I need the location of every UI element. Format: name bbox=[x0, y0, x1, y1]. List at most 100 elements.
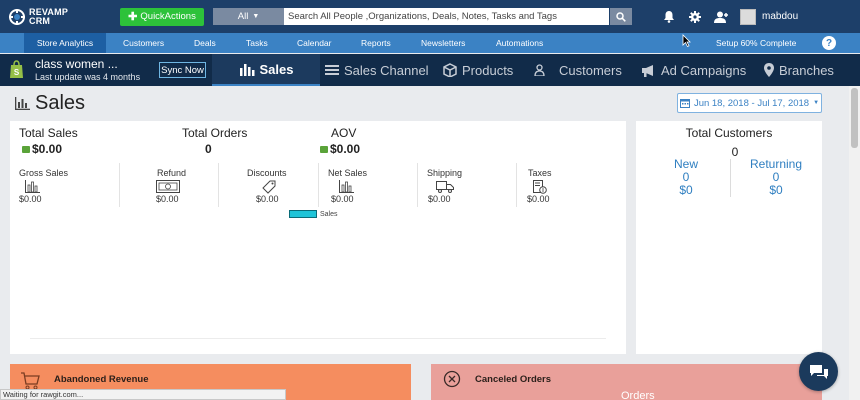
date-range-picker[interactable]: Jun 18, 2018 - Jul 17, 2018 ▼ bbox=[677, 93, 822, 113]
money-bill-icon bbox=[156, 180, 256, 194]
aov-label: AOV bbox=[331, 126, 357, 140]
returning-customers-label: Returning bbox=[749, 157, 803, 171]
truck-icon bbox=[427, 180, 527, 194]
search-input[interactable] bbox=[284, 8, 609, 25]
aov-amount: $0.00 bbox=[330, 142, 361, 156]
shipping-label: Shipping bbox=[427, 168, 463, 178]
sales-summary-card: Total Sales $0.00 Total Orders 0 AOV $0.… bbox=[10, 121, 626, 354]
nav-newsletters[interactable]: Newsletters bbox=[421, 38, 466, 48]
help-icon[interactable]: ? bbox=[822, 36, 836, 50]
mouse-cursor-icon bbox=[682, 34, 691, 47]
nav-store-analytics[interactable]: Store Analytics bbox=[24, 33, 106, 53]
avatar[interactable] bbox=[740, 8, 756, 25]
quick-actions-button[interactable]: ✚ QuickActions bbox=[120, 7, 204, 26]
store-last-update: Last update was 4 months bbox=[35, 72, 141, 82]
total-orders-value: 0 bbox=[205, 142, 212, 156]
scrollbar-thumb[interactable] bbox=[851, 88, 858, 148]
divider bbox=[730, 159, 731, 197]
discounts-label: Discounts bbox=[247, 168, 287, 178]
total-sales-label: Total Sales bbox=[19, 126, 78, 140]
chart-baseline bbox=[30, 338, 606, 339]
tab-branches-label: Branches bbox=[779, 62, 834, 78]
refund-value: $0.00 bbox=[156, 194, 179, 204]
returning-customers-value: $0 bbox=[769, 183, 783, 197]
tax-document-icon bbox=[527, 180, 627, 194]
net-sales-value: $0.00 bbox=[331, 194, 354, 204]
search-group: All ▼ bbox=[213, 8, 632, 26]
abandoned-revenue-title: Abandoned Revenue bbox=[54, 374, 149, 385]
divider bbox=[318, 163, 319, 207]
setup-progress-link[interactable]: Setup 60% Complete bbox=[716, 38, 797, 48]
list-icon bbox=[325, 65, 339, 75]
nav-automations[interactable]: Automations bbox=[496, 38, 544, 48]
tag-icon bbox=[247, 180, 347, 194]
page-title-text: Sales bbox=[35, 92, 86, 114]
add-user-icon[interactable] bbox=[712, 8, 730, 26]
customers-card: Total Customers 0 New 0 $0 Returning 0 $… bbox=[636, 121, 822, 354]
chart-legend[interactable]: Sales bbox=[289, 210, 338, 218]
tab-sales-label: Sales bbox=[259, 61, 294, 77]
shopify-icon: S bbox=[9, 60, 24, 79]
chat-button[interactable] bbox=[799, 352, 838, 391]
quick-actions-label: QuickActions bbox=[140, 11, 196, 22]
bell-icon[interactable] bbox=[660, 8, 678, 26]
aov-value: $0.00 bbox=[320, 142, 360, 156]
money-icon bbox=[22, 145, 30, 153]
total-sales-amount: $0.00 bbox=[32, 142, 63, 156]
discounts-value: $0.00 bbox=[256, 194, 279, 204]
app-logo[interactable]: REVAMP CRM bbox=[8, 7, 113, 26]
nav-reports[interactable]: Reports bbox=[361, 38, 391, 48]
page-scrollbar[interactable] bbox=[849, 86, 860, 400]
shipping-metric: Shipping $0.00 bbox=[427, 168, 527, 204]
refund-metric: Refund $0.00 bbox=[156, 168, 256, 204]
divider bbox=[417, 163, 418, 207]
tab-sales-channel-label: Sales Channel bbox=[344, 62, 429, 78]
new-customers-label: New bbox=[673, 157, 698, 171]
nav-customers[interactable]: Customers bbox=[123, 38, 165, 48]
new-customers: New 0 $0 bbox=[668, 158, 704, 197]
tab-sales-channel[interactable]: Sales Channel bbox=[325, 54, 429, 86]
box-icon bbox=[443, 63, 457, 77]
tab-products[interactable]: Products bbox=[443, 54, 513, 86]
username[interactable]: mabdou bbox=[762, 11, 799, 22]
returning-customers: Returning 0 $0 bbox=[741, 158, 811, 197]
cart-icon bbox=[21, 372, 40, 390]
bar-chart-icon bbox=[15, 97, 30, 110]
tab-customers[interactable]: Customers bbox=[534, 54, 622, 86]
chat-icon bbox=[809, 364, 828, 379]
canceled-orders-title: Canceled Orders bbox=[475, 374, 552, 385]
net-sales-metric: Net Sales $0.00 bbox=[328, 168, 428, 204]
nav-calendar[interactable]: Calendar bbox=[297, 38, 332, 48]
caret-down-icon: ▼ bbox=[252, 13, 260, 20]
nav-deals[interactable]: Deals bbox=[194, 38, 216, 48]
total-sales-value: $0.00 bbox=[22, 142, 62, 156]
tab-sales[interactable]: Sales bbox=[212, 54, 320, 86]
divider bbox=[218, 163, 219, 207]
nav-tasks[interactable]: Tasks bbox=[246, 38, 268, 48]
refund-label: Refund bbox=[157, 168, 187, 178]
bar-chart-icon bbox=[239, 63, 254, 76]
taxes-metric: Taxes $0.00 bbox=[527, 168, 627, 204]
canceled-orders-card: Canceled Orders Orders bbox=[431, 364, 822, 400]
plus-icon: ✚ bbox=[128, 11, 138, 23]
search-button[interactable] bbox=[610, 8, 632, 25]
gear-icon[interactable] bbox=[686, 8, 704, 26]
gross-sales-label: Gross Sales bbox=[19, 168, 69, 178]
store-name[interactable]: class women ... bbox=[35, 57, 118, 71]
megaphone-icon bbox=[642, 64, 653, 77]
logo-text-line2: CRM bbox=[29, 15, 51, 26]
tab-ad-campaigns[interactable]: Ad Campaigns bbox=[641, 54, 746, 86]
sync-now-button[interactable]: Sync Now bbox=[159, 62, 206, 78]
divider bbox=[119, 163, 120, 207]
money-icon bbox=[320, 145, 328, 153]
caret-down-icon: ▼ bbox=[813, 100, 820, 106]
revamp-logo-icon bbox=[8, 8, 26, 26]
store-bar: S class women ... Last update was 4 mont… bbox=[0, 54, 860, 86]
calendar-icon bbox=[679, 99, 690, 108]
legend-swatch bbox=[289, 210, 317, 218]
main-nav: Store Analytics Customers Deals Tasks Ca… bbox=[0, 33, 860, 53]
tab-branches[interactable]: Branches bbox=[764, 54, 834, 86]
search-scope-dropdown[interactable]: All ▼ bbox=[213, 8, 284, 25]
map-marker-icon bbox=[764, 63, 774, 77]
tab-ad-campaigns-label: Ad Campaigns bbox=[661, 62, 747, 78]
